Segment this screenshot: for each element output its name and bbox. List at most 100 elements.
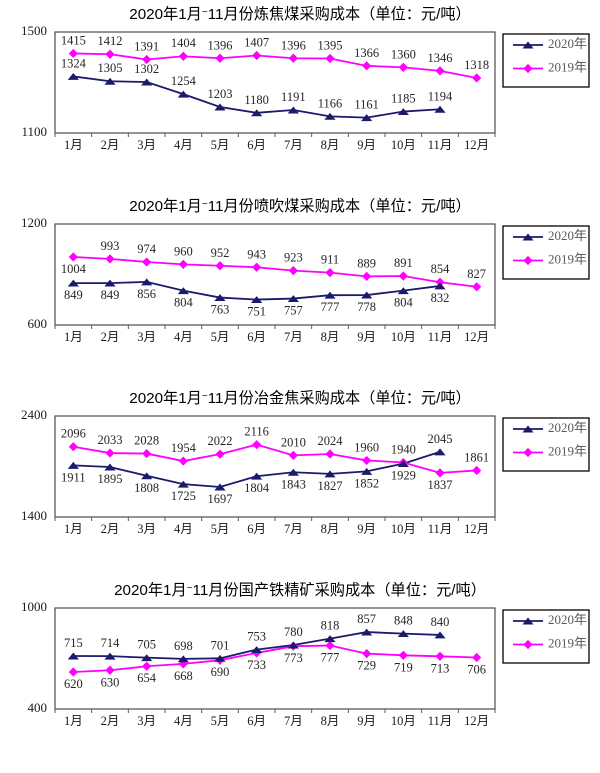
svg-text:6月: 6月 — [247, 714, 266, 728]
svg-text:1808: 1808 — [134, 481, 159, 495]
svg-text:840: 840 — [431, 615, 450, 629]
svg-text:1412: 1412 — [98, 34, 123, 48]
svg-text:1395: 1395 — [318, 39, 343, 53]
svg-text:12月: 12月 — [464, 330, 489, 344]
svg-text:2019年: 2019年 — [548, 59, 587, 74]
svg-text:2019年: 2019年 — [548, 635, 587, 650]
svg-text:848: 848 — [394, 614, 413, 628]
svg-text:2019年: 2019年 — [548, 443, 587, 458]
svg-text:1400: 1400 — [21, 508, 47, 523]
svg-text:1366: 1366 — [354, 46, 379, 60]
svg-text:1000: 1000 — [21, 599, 47, 614]
svg-text:827: 827 — [467, 267, 486, 281]
svg-text:1194: 1194 — [428, 89, 453, 103]
svg-text:729: 729 — [357, 659, 376, 673]
svg-text:654: 654 — [137, 671, 157, 685]
svg-text:1月: 1月 — [64, 138, 83, 152]
svg-text:2020年1月~11月份冶金焦采购成本（单位：元/吨）: 2020年1月~11月份冶金焦采购成本（单位：元/吨） — [129, 390, 470, 407]
svg-text:2月: 2月 — [101, 714, 120, 728]
svg-text:9月: 9月 — [357, 522, 376, 536]
svg-text:778: 778 — [357, 300, 376, 314]
svg-text:2096: 2096 — [61, 427, 86, 441]
svg-text:804: 804 — [394, 296, 414, 310]
svg-text:2033: 2033 — [98, 433, 123, 447]
svg-text:6月: 6月 — [247, 522, 266, 536]
svg-text:1月: 1月 — [64, 330, 83, 344]
svg-text:1396: 1396 — [281, 38, 306, 52]
svg-text:751: 751 — [247, 305, 266, 319]
svg-text:714: 714 — [101, 636, 121, 650]
svg-text:8月: 8月 — [321, 714, 340, 728]
svg-text:2024: 2024 — [318, 434, 344, 448]
svg-text:1725: 1725 — [171, 489, 196, 503]
svg-text:777: 777 — [321, 300, 340, 314]
svg-text:10月: 10月 — [391, 330, 416, 344]
svg-text:1月: 1月 — [64, 522, 83, 536]
svg-text:7月: 7月 — [284, 522, 303, 536]
svg-text:1861: 1861 — [464, 450, 489, 464]
svg-text:600: 600 — [28, 316, 48, 331]
svg-text:2020年: 2020年 — [548, 420, 587, 435]
svg-text:1843: 1843 — [281, 477, 306, 491]
svg-text:2020年1月~11月份炼焦煤采购成本（单位：元/吨）: 2020年1月~11月份炼焦煤采购成本（单位：元/吨） — [129, 6, 470, 23]
svg-text:1404: 1404 — [171, 36, 197, 50]
svg-text:780: 780 — [284, 625, 303, 639]
svg-text:8月: 8月 — [321, 522, 340, 536]
svg-text:2020年: 2020年 — [548, 228, 587, 243]
svg-text:1191: 1191 — [281, 90, 306, 104]
svg-text:1500: 1500 — [21, 23, 47, 38]
svg-text:1254: 1254 — [171, 74, 197, 88]
svg-text:2020年: 2020年 — [548, 36, 587, 51]
svg-text:10月: 10月 — [391, 138, 416, 152]
svg-text:857: 857 — [357, 612, 376, 626]
svg-text:1852: 1852 — [354, 476, 379, 490]
svg-text:832: 832 — [431, 291, 450, 305]
svg-text:911: 911 — [321, 253, 339, 267]
svg-text:1180: 1180 — [244, 93, 269, 107]
svg-text:2116: 2116 — [244, 425, 269, 439]
svg-text:4月: 4月 — [174, 138, 193, 152]
svg-text:854: 854 — [431, 262, 451, 276]
svg-text:11月: 11月 — [428, 330, 453, 344]
svg-text:9月: 9月 — [357, 330, 376, 344]
svg-text:1203: 1203 — [208, 87, 233, 101]
svg-text:891: 891 — [394, 256, 413, 270]
svg-text:630: 630 — [101, 675, 120, 689]
svg-text:753: 753 — [247, 630, 266, 644]
svg-text:1827: 1827 — [318, 479, 343, 493]
svg-text:733: 733 — [247, 658, 266, 672]
svg-text:1324: 1324 — [61, 56, 87, 70]
svg-text:1月: 1月 — [64, 714, 83, 728]
svg-text:12月: 12月 — [464, 138, 489, 152]
svg-text:804: 804 — [174, 296, 194, 310]
svg-text:849: 849 — [64, 288, 83, 302]
svg-text:1166: 1166 — [318, 96, 343, 110]
svg-text:952: 952 — [211, 246, 230, 260]
svg-text:757: 757 — [284, 304, 303, 318]
svg-text:849: 849 — [101, 288, 120, 302]
svg-text:1929: 1929 — [391, 469, 416, 483]
svg-text:400: 400 — [28, 700, 48, 715]
svg-text:923: 923 — [284, 251, 303, 265]
svg-text:2019年: 2019年 — [548, 251, 587, 266]
svg-text:1697: 1697 — [208, 492, 233, 506]
svg-text:701: 701 — [211, 638, 230, 652]
svg-text:8月: 8月 — [321, 138, 340, 152]
svg-text:1185: 1185 — [391, 92, 416, 106]
svg-text:1360: 1360 — [391, 47, 416, 61]
svg-text:1161: 1161 — [354, 98, 379, 112]
svg-text:719: 719 — [394, 660, 413, 674]
svg-text:1940: 1940 — [391, 442, 416, 456]
svg-text:856: 856 — [137, 287, 156, 301]
svg-text:11月: 11月 — [428, 522, 453, 536]
svg-text:12月: 12月 — [464, 522, 489, 536]
svg-text:2020年: 2020年 — [548, 612, 587, 627]
svg-text:7月: 7月 — [284, 330, 303, 344]
svg-text:974: 974 — [137, 242, 157, 256]
svg-text:6月: 6月 — [247, 330, 266, 344]
svg-text:818: 818 — [321, 619, 340, 633]
svg-text:1004: 1004 — [61, 262, 87, 276]
svg-text:1318: 1318 — [464, 58, 489, 72]
svg-text:3月: 3月 — [137, 138, 156, 152]
svg-text:1960: 1960 — [354, 440, 379, 454]
